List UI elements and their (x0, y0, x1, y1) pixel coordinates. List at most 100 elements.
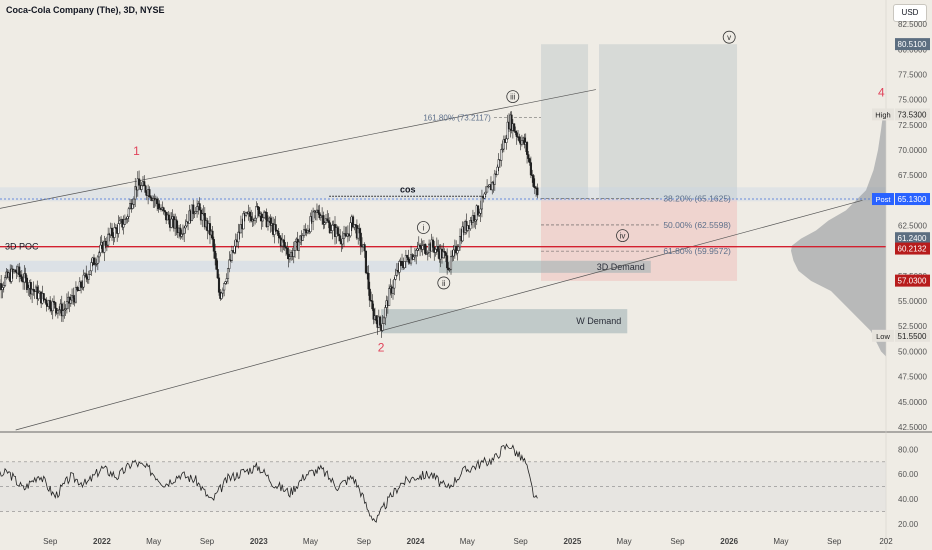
candle-body (514, 130, 517, 133)
candle-body (412, 256, 415, 260)
price-tick-label: 75.0000 (898, 96, 927, 105)
candle-body (474, 219, 477, 222)
candle-body (458, 235, 462, 248)
axis-badge-value: 73.5300 (898, 110, 927, 119)
candle-body (523, 137, 526, 145)
candle-body (331, 224, 334, 231)
candle-body (105, 244, 108, 247)
candle-body (457, 246, 460, 251)
candle-body (303, 229, 306, 236)
candle-body (180, 234, 183, 237)
axis-badge-label: 60.2132 (898, 245, 927, 254)
candle-body (250, 216, 253, 222)
candle-body (113, 227, 116, 238)
axis-badge (895, 38, 930, 51)
candle-body (483, 193, 486, 199)
candle-body (301, 235, 304, 241)
candle-body (184, 225, 187, 229)
candle-body (248, 211, 251, 217)
candle-body (384, 307, 387, 319)
candle-body (327, 220, 330, 223)
candle-body (286, 247, 289, 255)
poc-label: 3D POC (5, 242, 39, 252)
axis-badge-label: High (875, 110, 890, 119)
candle-body (43, 298, 47, 301)
axis-badge (872, 193, 894, 206)
candle-body (1, 287, 4, 290)
candle-body (127, 208, 130, 217)
candle-body (536, 187, 539, 196)
candle-body (10, 268, 13, 282)
axis-badge-value: 51.5500 (898, 332, 927, 341)
candle-body (443, 251, 446, 253)
candle-body (364, 250, 367, 273)
candle-body (312, 211, 315, 222)
currency-button[interactable]: USD (893, 4, 927, 22)
candle-body (76, 286, 79, 291)
candle-body (518, 136, 521, 142)
candle-body (138, 178, 141, 186)
demand-zone (439, 260, 651, 273)
time-tick-label: Sep (43, 537, 58, 546)
time-tick-label: Sep (200, 537, 215, 546)
candle-body (65, 301, 68, 309)
candles (0, 111, 539, 338)
candle-body (221, 289, 224, 294)
fib-label: 38.20% (65.1625) (663, 194, 731, 204)
candle-body (330, 230, 333, 233)
candle-body (90, 262, 93, 272)
candle-body (99, 244, 102, 254)
candle-body (357, 228, 360, 239)
candle-body (19, 274, 22, 277)
price-tick-label: 70.0000 (898, 146, 927, 155)
candle-body (148, 189, 151, 197)
candle-body (118, 220, 121, 224)
time-tick-label: 2024 (407, 537, 425, 546)
candle-body (122, 224, 125, 228)
wave-circle (616, 229, 629, 242)
candle-body (339, 235, 342, 242)
candle-body (480, 196, 483, 210)
axis-badge (895, 242, 930, 255)
candle-body (49, 300, 52, 309)
time-tick-label: Sep (827, 537, 842, 546)
candle-body (434, 249, 437, 253)
volume-profile (791, 109, 886, 357)
candle-body (27, 288, 30, 290)
candle-body (94, 263, 97, 266)
candle-body (64, 308, 67, 310)
candle-body (371, 300, 374, 310)
price-tick-label: 55.0000 (898, 297, 927, 306)
candle-body (25, 277, 29, 290)
candle-body (395, 269, 398, 276)
candle-body (257, 207, 261, 217)
candle-body (266, 220, 270, 227)
candle-body (230, 250, 233, 261)
wave-label: 2 (378, 340, 385, 354)
wave-circle (506, 90, 520, 103)
axis-badge (895, 274, 930, 287)
candle-body (442, 251, 445, 259)
candle-body (452, 249, 455, 257)
candle-body (263, 211, 266, 218)
candle-body (297, 241, 300, 251)
supply-band (0, 187, 886, 202)
candle-body (3, 277, 7, 286)
candle-body (245, 212, 248, 216)
candle-body (228, 259, 231, 269)
candle-body (37, 292, 40, 300)
candle-body (126, 216, 129, 219)
candle-body (400, 261, 404, 266)
rsi-line (0, 443, 538, 523)
annotation-label: cos (400, 184, 416, 194)
candle-body (502, 139, 505, 150)
candle-body (211, 230, 214, 240)
candle-body (110, 227, 114, 236)
time-tick-label: May (773, 537, 788, 546)
candle-body (98, 252, 101, 258)
candle-body (82, 274, 85, 288)
candle-body (107, 233, 110, 246)
candle-body (185, 221, 188, 227)
